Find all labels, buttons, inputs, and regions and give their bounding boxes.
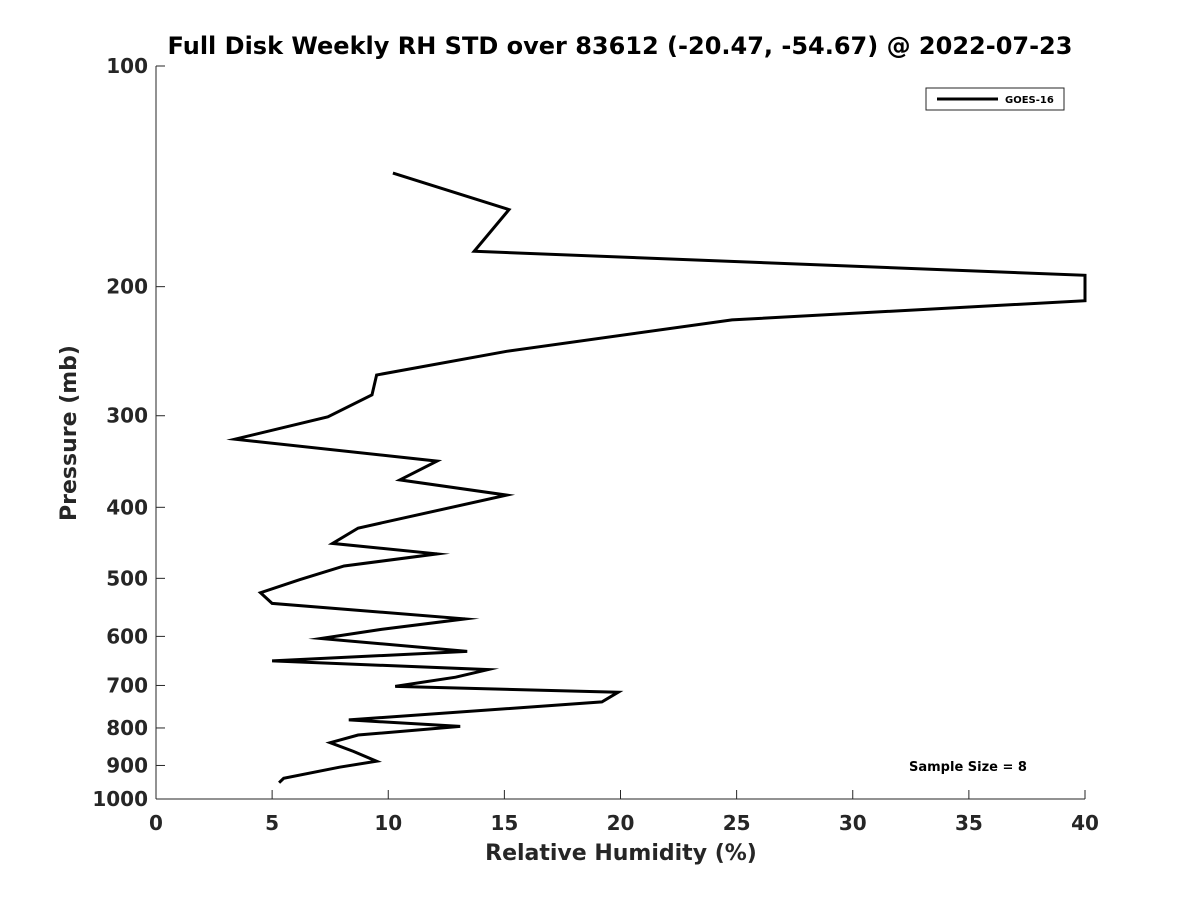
- legend: GOES-16: [925, 87, 1065, 111]
- y-tick-label: 800: [106, 716, 148, 740]
- x-tick-label: 30: [839, 811, 867, 835]
- x-tick-label: 10: [374, 811, 402, 835]
- legend-label-goes-16: GOES-16: [1005, 95, 1054, 106]
- x-tick-label: 35: [955, 811, 983, 835]
- y-tick-label: 600: [106, 624, 148, 648]
- x-tick-label: 0: [149, 811, 163, 835]
- series-line-goes-16: [226, 171, 1087, 784]
- chart-title: Full Disk Weekly RH STD over 83612 (-20.…: [168, 32, 1073, 60]
- x-tick-label: 40: [1071, 811, 1099, 835]
- sample-size-annotation: Sample Size = 8: [909, 760, 1027, 775]
- axes: 0 5 10 15 20 25 30 35 40 100 200 300 400 500 600 700 800…: [92, 54, 1099, 835]
- x-tick-label: 15: [490, 811, 518, 835]
- y-tick-label: 700: [106, 673, 148, 697]
- y-axis-label: Pressure (mb): [57, 345, 82, 521]
- series-layer: [226, 171, 1087, 784]
- y-tick-label: 500: [106, 566, 148, 590]
- x-axis-label: Relative Humidity (%): [485, 841, 757, 866]
- x-tick-label: 20: [607, 811, 635, 835]
- y-tick-label: 900: [106, 753, 148, 777]
- x-tick-label: 25: [723, 811, 751, 835]
- y-tick-label: 200: [106, 275, 148, 299]
- y-tick-label: 100: [106, 54, 148, 78]
- y-tick-label: 400: [106, 495, 148, 519]
- y-tick-label: 1000: [92, 787, 148, 811]
- y-tick-label: 300: [106, 404, 148, 428]
- x-tick-label: 5: [265, 811, 279, 835]
